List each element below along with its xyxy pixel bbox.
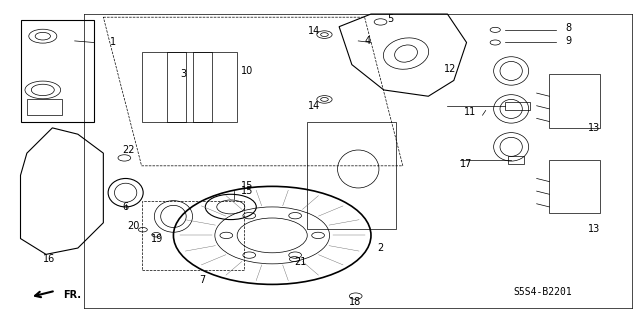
Text: FR.: FR. — [63, 290, 81, 300]
Text: 21: 21 — [294, 257, 307, 267]
Text: 11: 11 — [463, 107, 476, 117]
Bar — [20, 20, 94, 122]
Text: 8: 8 — [566, 23, 572, 33]
Text: 19: 19 — [152, 234, 164, 244]
Text: 6: 6 — [123, 202, 129, 212]
Text: 20: 20 — [128, 221, 140, 231]
Text: 16: 16 — [43, 254, 55, 264]
Text: 10: 10 — [241, 66, 253, 76]
Text: 14: 14 — [307, 26, 320, 36]
Text: 9: 9 — [566, 36, 572, 46]
Bar — [508, 156, 524, 164]
Text: 13: 13 — [588, 123, 600, 133]
Text: 12: 12 — [444, 64, 457, 74]
Text: 3: 3 — [180, 69, 186, 79]
Text: 13: 13 — [588, 224, 600, 234]
Text: 1: 1 — [110, 38, 116, 48]
Text: 7: 7 — [199, 275, 205, 285]
Text: 17: 17 — [460, 159, 473, 169]
Text: 15: 15 — [241, 182, 253, 191]
Text: 5: 5 — [387, 14, 393, 24]
Text: 2: 2 — [378, 243, 383, 253]
Bar — [27, 100, 62, 115]
Bar — [505, 102, 531, 110]
Text: 22: 22 — [123, 145, 135, 155]
Text: 14: 14 — [307, 101, 320, 111]
Text: 15: 15 — [241, 186, 253, 196]
Text: 18: 18 — [349, 297, 361, 308]
Bar — [141, 201, 244, 270]
Text: S5S4-B2201: S5S4-B2201 — [514, 287, 572, 297]
Text: 4: 4 — [365, 36, 371, 46]
